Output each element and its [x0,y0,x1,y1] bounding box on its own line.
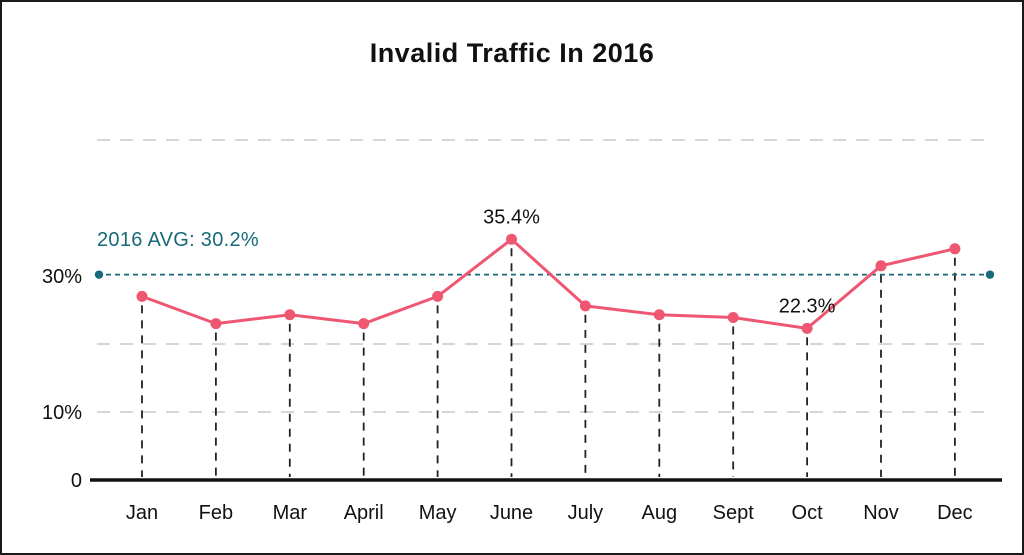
x-tick-label: Feb [199,502,233,524]
x-tick-label: Mar [273,502,308,524]
x-tick-label: Jan [126,502,158,524]
data-point [875,260,887,272]
data-point [358,318,370,330]
x-tick-label: July [568,502,604,524]
data-point [653,309,665,321]
y-tick-label: 30% [42,266,82,288]
x-tick-label: Nov [863,502,899,524]
x-tick-label: Aug [642,502,678,524]
x-tick-label: Sept [713,502,755,524]
x-tick-label: Oct [792,502,824,524]
data-point [727,311,739,323]
x-tick-label: June [490,502,533,524]
y-tick-label: 10% [42,402,82,424]
average-line-left-dot [94,270,104,279]
x-tick-label: May [419,502,457,524]
point-annotation: 35.4% [483,206,540,228]
x-tick-label: Dec [937,502,973,524]
data-point [506,233,517,245]
point-annotation: 22.3% [779,295,836,317]
data-point [210,318,222,330]
average-line-label: 2016 AVG: 30.2% [97,229,260,251]
data-point [949,243,961,255]
y-tick-label: 0 [71,470,82,492]
data-point [284,309,296,321]
data-point [136,290,148,302]
series-line [140,237,957,330]
chart-title: Invalid Traffic In 2016 [369,38,655,68]
x-tick-label: April [344,502,384,524]
data-point [801,322,813,334]
data-point [579,300,591,312]
data-point [432,290,444,302]
average-line-right-dot [985,270,995,279]
